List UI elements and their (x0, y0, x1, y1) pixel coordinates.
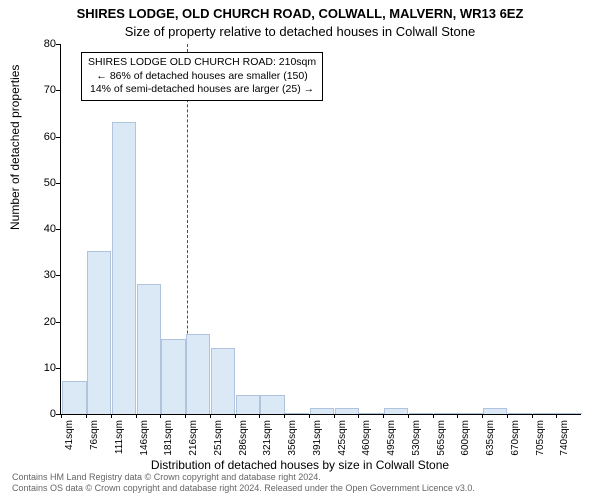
x-tick-mark (185, 414, 186, 418)
annotation-box: SHIRES LODGE OLD CHURCH ROAD: 210sqm ← 8… (81, 52, 323, 101)
y-axis-label: Number of detached properties (8, 65, 22, 230)
y-tick-mark (56, 368, 60, 369)
chart-title-main: SHIRES LODGE, OLD CHURCH ROAD, COLWALL, … (0, 6, 600, 21)
x-tick-mark (507, 414, 508, 418)
x-tick-mark (556, 414, 557, 418)
x-tick-mark (309, 414, 310, 418)
y-tick-mark (56, 414, 60, 415)
annotation-line-3: 14% of semi-detached houses are larger (… (88, 83, 316, 97)
histogram-bar (137, 284, 161, 415)
y-tick-label: 20 (32, 316, 56, 328)
x-tick-mark (334, 414, 335, 418)
y-tick-label: 40 (32, 223, 56, 235)
x-tick-mark (210, 414, 211, 418)
histogram-bar (533, 413, 557, 414)
histogram-bar (112, 122, 136, 414)
footer-line-1: Contains HM Land Registry data © Crown c… (12, 472, 475, 483)
x-tick-mark (235, 414, 236, 418)
annotation-line-1: SHIRES LODGE OLD CHURCH ROAD: 210sqm (88, 56, 316, 70)
plot-area: SHIRES LODGE OLD CHURCH ROAD: 210sqm ← 8… (60, 44, 581, 415)
y-tick-label: 10 (32, 362, 56, 374)
histogram-bar (434, 413, 458, 414)
histogram-bar (161, 339, 185, 414)
y-tick-label: 60 (32, 131, 56, 143)
x-tick-mark (111, 414, 112, 418)
histogram-bar (236, 395, 260, 415)
y-tick-mark (56, 90, 60, 91)
x-tick-mark (457, 414, 458, 418)
x-tick-mark (284, 414, 285, 418)
histogram-bar (310, 408, 334, 414)
histogram-bar (285, 413, 309, 414)
histogram-bar (409, 413, 433, 414)
histogram-bar (87, 251, 111, 414)
y-tick-mark (56, 275, 60, 276)
x-tick-mark (259, 414, 260, 418)
y-tick-mark (56, 44, 60, 45)
y-tick-label: 0 (32, 408, 56, 420)
histogram-bar (458, 413, 482, 414)
x-axis-label: Distribution of detached houses by size … (0, 458, 600, 472)
y-tick-label: 50 (32, 177, 56, 189)
histogram-bar (359, 413, 383, 414)
histogram-bar (335, 408, 359, 414)
histogram-bar (211, 348, 235, 414)
x-tick-mark (358, 414, 359, 418)
histogram-bar (483, 408, 507, 414)
histogram-bar (557, 413, 581, 414)
x-tick-mark (86, 414, 87, 418)
x-tick-mark (61, 414, 62, 418)
histogram-bar (260, 395, 284, 415)
y-tick-mark (56, 229, 60, 230)
x-tick-mark (408, 414, 409, 418)
x-tick-mark (383, 414, 384, 418)
x-tick-mark (532, 414, 533, 418)
annotation-line-2: ← 86% of detached houses are smaller (15… (88, 70, 316, 84)
x-tick-mark (433, 414, 434, 418)
y-tick-label: 70 (32, 84, 56, 96)
histogram-bar (384, 408, 408, 414)
chart-title-sub: Size of property relative to detached ho… (0, 24, 600, 39)
histogram-bar (62, 381, 86, 414)
y-tick-mark (56, 183, 60, 184)
x-tick-mark (482, 414, 483, 418)
y-tick-mark (56, 322, 60, 323)
footer-line-2: Contains OS data © Crown copyright and d… (12, 483, 475, 494)
x-tick-mark (160, 414, 161, 418)
histogram-bar (508, 413, 532, 414)
footer-attribution: Contains HM Land Registry data © Crown c… (12, 472, 475, 494)
y-tick-label: 30 (32, 269, 56, 281)
y-tick-label: 80 (32, 38, 56, 50)
x-tick-mark (136, 414, 137, 418)
x-tick-label: 740sqm (559, 420, 595, 456)
histogram-bar (186, 334, 210, 414)
y-tick-mark (56, 137, 60, 138)
